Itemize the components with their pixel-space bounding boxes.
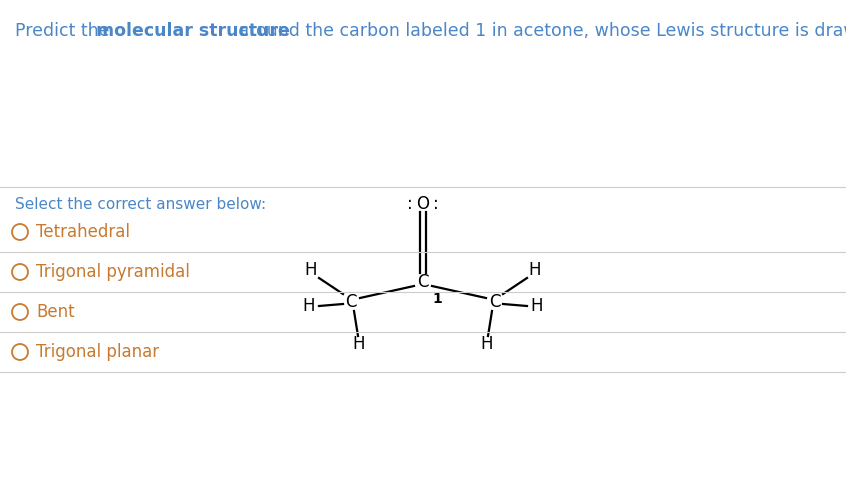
Text: :: : <box>433 195 439 213</box>
Text: H: H <box>303 297 316 315</box>
Text: C: C <box>489 293 501 311</box>
Text: Predict the: Predict the <box>15 22 115 40</box>
Text: O: O <box>416 195 430 213</box>
Text: Select the correct answer below:: Select the correct answer below: <box>15 197 266 212</box>
Text: H: H <box>530 297 543 315</box>
Text: 1: 1 <box>432 292 442 306</box>
Text: C: C <box>417 273 429 291</box>
Text: Trigonal pyramidal: Trigonal pyramidal <box>36 263 190 281</box>
Text: H: H <box>481 335 493 353</box>
Text: Trigonal planar: Trigonal planar <box>36 343 159 361</box>
Text: C: C <box>345 293 357 311</box>
Text: around the carbon labeled 1 in acetone, whose Lewis structure is drawn below.: around the carbon labeled 1 in acetone, … <box>233 22 846 40</box>
Text: Bent: Bent <box>36 303 74 321</box>
Text: H: H <box>353 335 365 353</box>
Text: molecular structure: molecular structure <box>96 22 289 40</box>
Text: Tetrahedral: Tetrahedral <box>36 223 130 241</box>
Text: H: H <box>529 261 541 279</box>
Text: :: : <box>407 195 413 213</box>
Text: H: H <box>305 261 317 279</box>
